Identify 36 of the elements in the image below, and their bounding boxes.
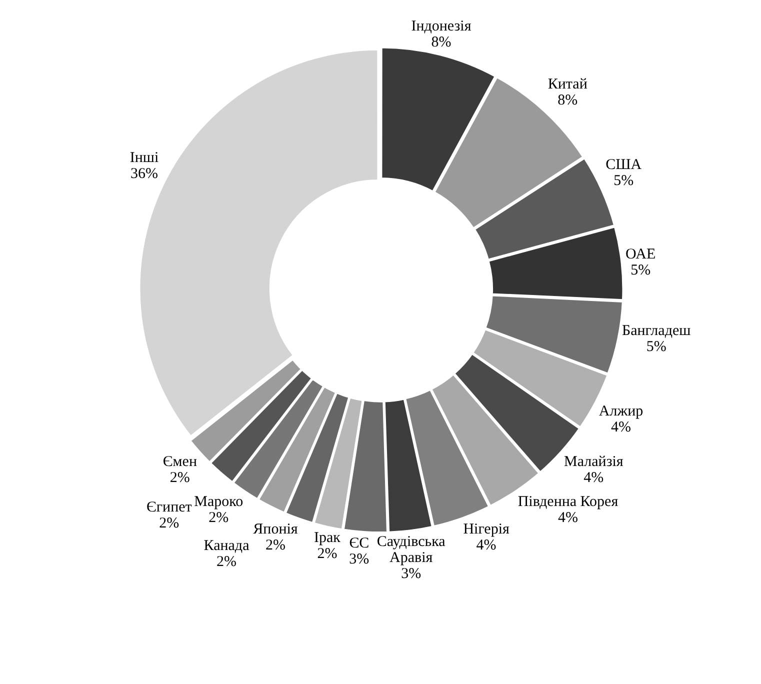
data-label: 3%	[349, 551, 370, 568]
data-label: 5%	[630, 262, 651, 279]
data-label: 4%	[584, 470, 604, 486]
data-label: 2%	[317, 546, 338, 562]
data-label: 2%	[159, 516, 180, 532]
data-label: 5%	[646, 338, 666, 355]
data-label: 2%	[208, 510, 229, 526]
slice-label: Японія	[253, 522, 298, 538]
data-label: 2%	[265, 538, 286, 554]
data-label: 5%	[614, 172, 634, 189]
slice-label: Саудівська Аравія	[376, 534, 446, 566]
slice-label: ОАЕ	[626, 246, 656, 263]
slice-label: Бангладеш	[622, 322, 692, 339]
slice-label: Ірак	[314, 530, 342, 546]
data-label: 4%	[476, 538, 496, 554]
data-label: 36%	[130, 166, 158, 182]
slice-label: США	[606, 156, 642, 173]
slice-label: Ємен	[162, 454, 197, 470]
slice-label: Мароко	[194, 494, 244, 510]
data-label: 3%	[401, 566, 422, 582]
slice-label: Нігерія	[463, 522, 510, 538]
slice-label: Індонезія	[411, 18, 472, 35]
slice-label: ЄС	[349, 535, 370, 552]
data-label: 8%	[558, 92, 578, 108]
data-label: 4%	[611, 420, 632, 436]
data-label: 4%	[558, 510, 578, 526]
slice-label: Інші	[130, 150, 159, 166]
data-label: 2%	[170, 470, 190, 486]
data-label: 2%	[216, 554, 237, 570]
slice-label: Канада	[204, 538, 250, 554]
data-label: 8%	[431, 34, 452, 51]
slice-label: Малайзія	[564, 454, 624, 470]
slice-label: Єгипет	[146, 500, 192, 516]
slice-label: Китай	[548, 76, 588, 92]
slice-label: Алжир	[598, 404, 644, 420]
slice-label: Південна Корея	[518, 494, 618, 510]
